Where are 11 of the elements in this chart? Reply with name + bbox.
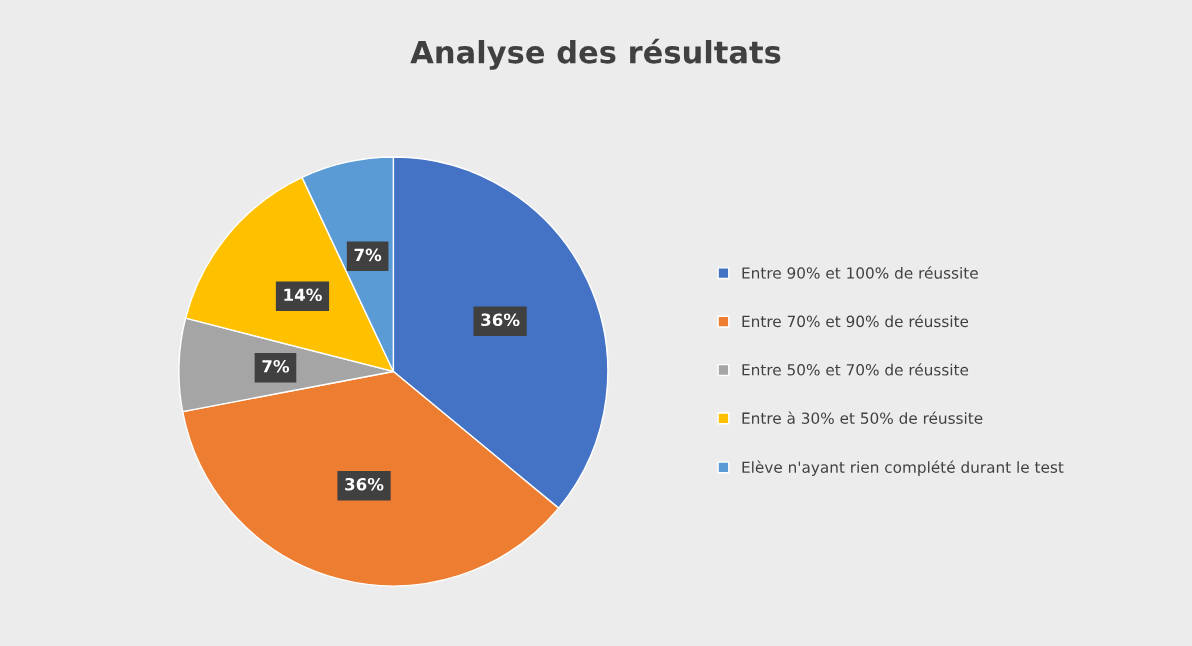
data-label: 14% [284, 288, 322, 302]
legend-label: Elève n'ayant rien complété durant le test [742, 460, 1064, 476]
legend-label: Entre 70% et 90% de réussite [742, 314, 969, 328]
data-label: 36% [481, 313, 520, 327]
chart-title: Analyse des résultats [410, 38, 781, 70]
legend-label: Entre 50% et 70% de réussite [742, 363, 969, 376]
data-label: 7% [354, 248, 382, 262]
legend-label: Entre à 30% et 50% de réussite [742, 411, 983, 424]
legend-label: Entre 90% et 100% de réussite [742, 266, 978, 279]
data-label: 36% [345, 477, 384, 491]
data-label: 7% [262, 359, 290, 373]
